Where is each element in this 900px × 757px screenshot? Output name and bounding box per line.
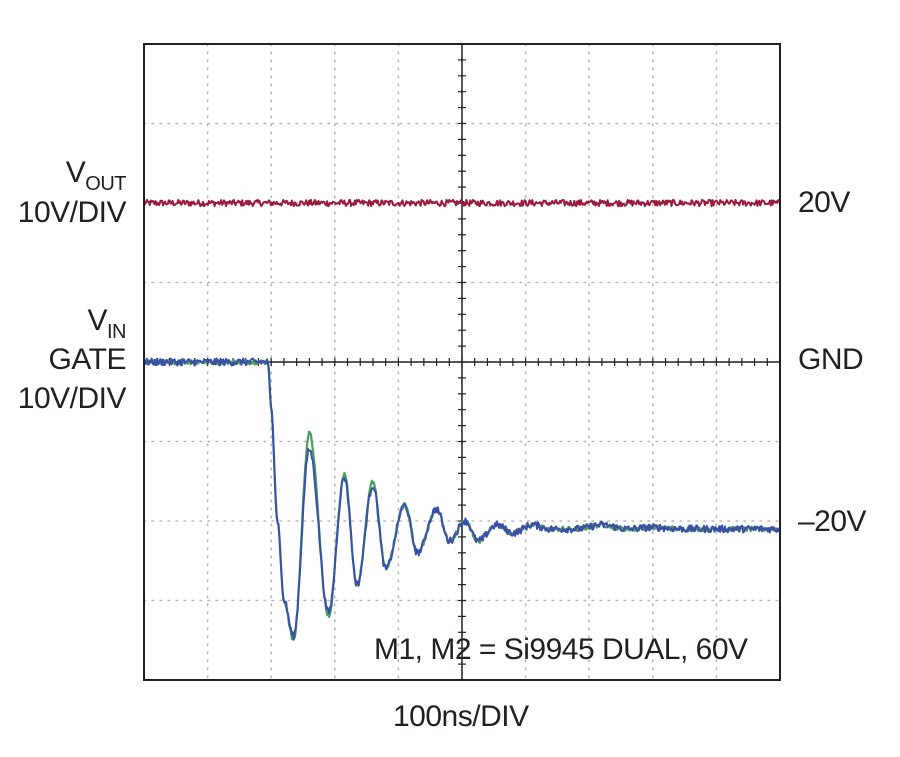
trace-v-in-gate- — [143, 357, 781, 641]
vin-label-subscript: IN — [107, 321, 127, 343]
vin-gate-label: GATE — [48, 343, 127, 376]
vin-label: VIN — [20, 304, 126, 343]
scope-frame — [143, 43, 781, 681]
device-annotation: M1, M2 = Si9945 DUAL, 60V — [374, 633, 748, 666]
trace-v-out — [143, 198, 780, 208]
vin-scale-label: 10V/DIV — [17, 382, 127, 415]
vout-scale-label: 10V/DIV — [17, 196, 127, 229]
level-label-minus-20v: –20V — [798, 505, 867, 538]
vout-label-main: V — [65, 156, 86, 189]
trace-layer — [143, 198, 781, 641]
x-axis-scale-label: 100ns/DIV — [393, 700, 529, 733]
scope-grid — [143, 43, 781, 681]
vout-label: VOUT — [20, 156, 127, 195]
vout-label-subscript: OUT — [85, 173, 126, 195]
level-label-gnd: GND — [798, 343, 864, 376]
vin-label-main: V — [87, 304, 107, 337]
level-label-20v: 20V — [798, 186, 850, 219]
